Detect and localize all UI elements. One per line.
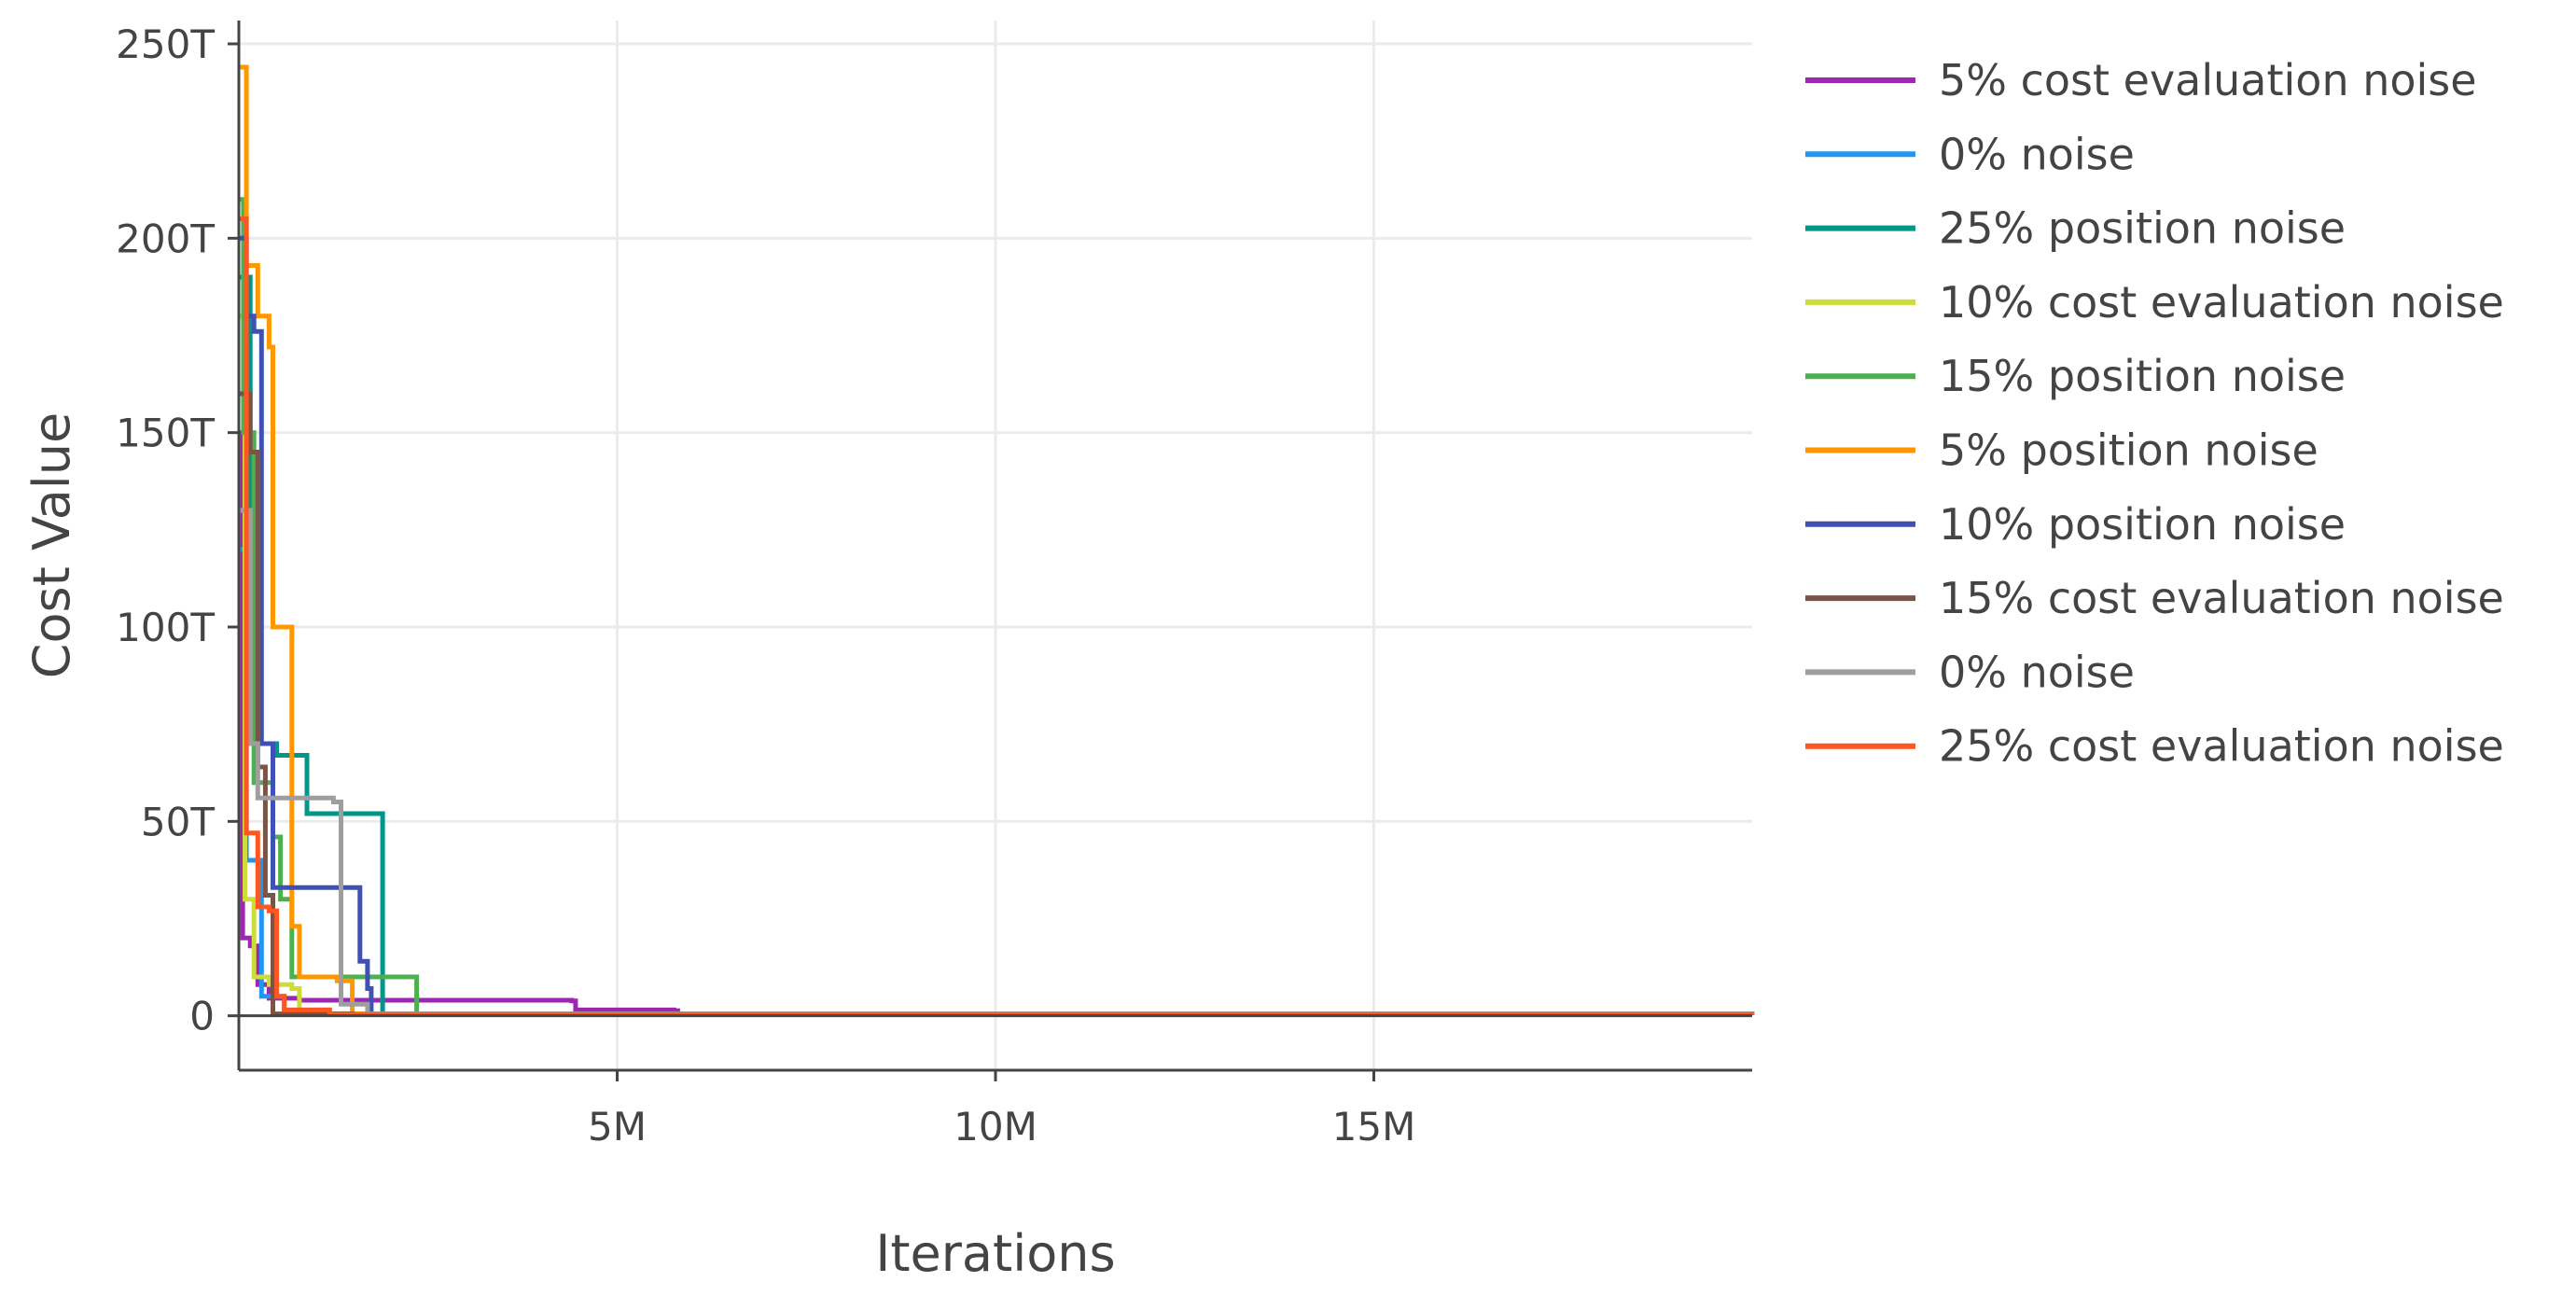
y-tick-label: 100T xyxy=(116,605,215,650)
legend-item[interactable]: 0% noise xyxy=(1805,647,2135,697)
legend-label: 10% position noise xyxy=(1939,499,2346,550)
legend-item[interactable]: 10% position noise xyxy=(1805,499,2346,550)
y-tick-label: 200T xyxy=(116,216,215,261)
y-tick-label: 150T xyxy=(116,411,215,456)
legend-item[interactable]: 5% position noise xyxy=(1805,425,2318,476)
y-axis-title: Cost Value xyxy=(22,412,81,679)
y-tick-label: 50T xyxy=(141,799,215,844)
legend-label: 0% noise xyxy=(1939,129,2135,179)
legend-label: 25% cost evaluation noise xyxy=(1939,721,2504,772)
legend-label: 25% position noise xyxy=(1939,203,2346,254)
legend-label: 10% cost evaluation noise xyxy=(1939,277,2504,328)
legend-label: 15% position noise xyxy=(1939,351,2346,401)
legend-label: 15% cost evaluation noise xyxy=(1939,573,2504,623)
legend-item[interactable]: 5% cost evaluation noise xyxy=(1805,55,2477,105)
legend-item[interactable]: 25% cost evaluation noise xyxy=(1805,721,2504,772)
tick-labels: 0 50T 100T 150T 200T 250T 5M 10M 15M xyxy=(116,21,1415,1150)
series-lines xyxy=(239,64,1755,1017)
legend-item[interactable]: 25% position noise xyxy=(1805,203,2346,254)
legend-item[interactable]: 15% position noise xyxy=(1805,351,2346,401)
grid-lines xyxy=(239,21,1752,1070)
legend-label: 5% cost evaluation noise xyxy=(1939,55,2477,105)
x-tick-label: 5M xyxy=(588,1104,647,1150)
legend-item[interactable]: 15% cost evaluation noise xyxy=(1805,573,2504,623)
axes xyxy=(228,21,1752,1081)
legend-label: 0% noise xyxy=(1939,647,2135,697)
legend[interactable]: 5% cost evaluation noise 0% noise 25% posi… xyxy=(1805,55,2504,772)
x-tick-label: 15M xyxy=(1332,1104,1416,1150)
legend-item[interactable]: 0% noise xyxy=(1805,129,2135,179)
series-line-7 xyxy=(239,235,1755,1017)
x-tick-label: 10M xyxy=(954,1104,1037,1150)
legend-item[interactable]: 10% cost evaluation noise xyxy=(1805,277,2504,328)
x-axis-title: Iterations xyxy=(875,1224,1115,1283)
y-tick-label: 0 xyxy=(189,994,215,1039)
y-tick-label: 250T xyxy=(116,21,215,67)
series-line-10 xyxy=(239,216,1755,1017)
legend-label: 5% position noise xyxy=(1939,425,2318,476)
series-line-6 xyxy=(239,64,1755,1017)
